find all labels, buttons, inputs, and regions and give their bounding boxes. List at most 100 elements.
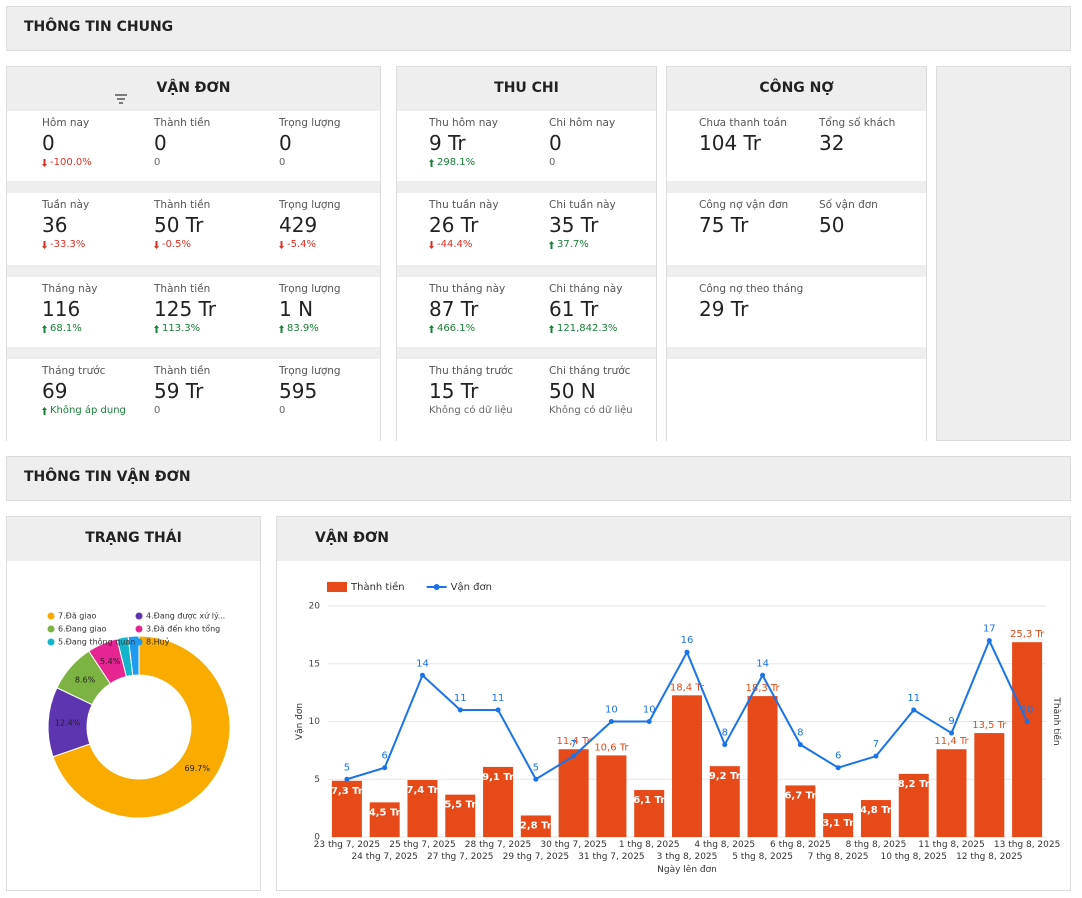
kpi-change-text: 0	[549, 157, 556, 168]
kpi-label: Trọng lượng	[279, 199, 341, 211]
kpi-label: Thành tiền	[154, 283, 211, 295]
x-tick-label: 6 thg 8, 2025	[770, 840, 831, 850]
bar-label: 8,2 Tr	[898, 779, 930, 790]
line-point	[608, 719, 614, 724]
kpi-change: 113.3%	[154, 323, 200, 334]
kpi-card: THU CHI Thu hôm nay 9 Tr 298.1% Chi hôm nay 0…	[396, 66, 657, 441]
bar	[747, 696, 778, 837]
card-title: VẬN ĐƠN	[315, 530, 389, 546]
x-tick-label: 24 thg 7, 2025	[351, 852, 417, 862]
x-tick-label: 8 thg 8, 2025	[846, 840, 907, 850]
kpi-value: 59 Tr	[154, 379, 204, 403]
kpi-value: 104 Tr	[699, 131, 762, 155]
kpi-block	[667, 359, 926, 441]
bar	[898, 773, 929, 837]
kpi-change-text: Không có dữ liệu	[429, 405, 513, 416]
legend-label: 8.Huỷ	[146, 638, 170, 647]
kpi-change: -0.5%	[154, 239, 191, 250]
kpi-value: 9 Tr	[429, 131, 466, 155]
bar	[785, 785, 816, 837]
x-axis-title: Ngày lên đơn	[657, 864, 717, 875]
kpi-card: VẬN ĐƠN Hôm nay 0 -100.0% Thành tiền 0 0 Trọng …	[6, 66, 381, 441]
kpi-value: 0	[549, 131, 562, 155]
kpi-change: 0	[549, 157, 555, 168]
line-point	[986, 638, 992, 644]
line-point	[457, 707, 463, 713]
y2-axis-title: Thành tiền	[1051, 696, 1062, 745]
point-label: 14	[416, 658, 429, 669]
point-label: 8	[722, 728, 728, 739]
line-point	[495, 707, 501, 713]
kpi-label: Thu hôm nay	[429, 117, 499, 129]
line-point	[722, 742, 728, 748]
kpi-block: Thu tuần này 26 Tr -44.4% Chi tuần này 35 Tr…	[397, 193, 656, 265]
kpi-card: CÔNG NỢ Chưa thanh toán 104 Tr Tổng số khác…	[666, 66, 927, 441]
empty-card	[936, 66, 1071, 441]
kpi-change-text: 466.1%	[437, 323, 476, 334]
kpi-block: Tuần này 36 -33.3% Thành tiền 50 Tr -0.5% Trọn…	[7, 193, 380, 265]
point-label: 7	[873, 739, 879, 750]
kpi-change-text: -5.4%	[287, 239, 317, 250]
point-label: 10	[605, 705, 618, 716]
kpi-change: -100.0%	[42, 157, 92, 168]
point-label: 5	[344, 762, 350, 773]
kpi-change-text: -100.0%	[50, 157, 92, 168]
point-label: 10	[643, 705, 656, 716]
bar	[860, 800, 891, 837]
slice-label: 8.6%	[75, 676, 96, 685]
kpi-change-text: -0.5%	[162, 239, 192, 250]
trend-arrow	[154, 324, 159, 333]
y-tick-label: 20	[309, 602, 321, 612]
kpi-change: 0	[154, 405, 160, 416]
line-point	[760, 672, 766, 678]
kpi-value: 69	[42, 379, 68, 403]
point-label: 5	[533, 762, 539, 773]
kpi-block: Hôm nay 0 -100.0% Thành tiền 0 0 Trọng lượng 0 0	[7, 111, 380, 181]
kpi-change-text: 0	[279, 405, 286, 416]
kpi-value: 0	[154, 131, 167, 155]
x-tick-label: 3 thg 8, 2025	[657, 852, 718, 862]
x-tick-label: 5 thg 8, 2025	[732, 852, 793, 862]
bar	[672, 695, 702, 837]
filter-icon[interactable]	[115, 94, 127, 104]
kpi-change-text: Không có dữ liệu	[549, 405, 633, 416]
kpi-value: 87 Tr	[429, 297, 479, 321]
point-label: 11	[454, 693, 467, 704]
legend-marker	[47, 612, 55, 620]
legend-label: 7.Đã giao	[58, 612, 96, 621]
y-tick-label: 10	[309, 717, 321, 727]
kpi-label: Chi hôm nay	[549, 117, 616, 129]
kpi-label: Thành tiền	[154, 199, 211, 211]
legend-label: Vận đơn	[451, 581, 492, 593]
y-tick-label: 0	[314, 833, 320, 843]
kpi-value: 75 Tr	[699, 213, 749, 237]
point-label: 14	[756, 658, 769, 669]
bar-label: 13,5 Tr	[972, 720, 1007, 731]
kpi-label: Hôm nay	[42, 117, 90, 129]
bar	[331, 780, 362, 837]
kpi-change: 298.1%	[429, 157, 475, 168]
kpi-value: 15 Tr	[429, 379, 479, 403]
kpi-change-text: 37.7%	[557, 239, 589, 250]
kpi-change: Không áp dụng	[42, 405, 126, 416]
kpi-value: 50	[819, 213, 845, 237]
kpi-value: 32	[819, 131, 845, 155]
legend-marker	[135, 638, 143, 646]
kpi-change-text: 298.1%	[437, 157, 476, 168]
kpi-block: Chưa thanh toán 104 Tr Tổng số khách 32	[667, 111, 926, 181]
kpi-value: 29 Tr	[699, 297, 749, 321]
kpi-label: Trọng lượng	[279, 365, 341, 377]
kpi-label: Thu tháng trước	[429, 365, 514, 377]
kpi-label: Chi tháng trước	[549, 365, 631, 377]
kpi-label: Số vận đơn	[819, 199, 878, 211]
trend-arrow	[429, 158, 434, 167]
bar-label: 9,2 Tr	[709, 771, 741, 782]
legend-label: 5.Đang thông quan	[58, 637, 135, 647]
kpi-value: 429	[279, 213, 318, 237]
kpi-change-text: -44.4%	[437, 239, 473, 250]
x-tick-label: 27 thg 7, 2025	[427, 852, 493, 862]
bar	[974, 733, 1005, 837]
trend-arrow	[549, 240, 554, 249]
section-header: THÔNG TIN CHUNG	[6, 6, 1071, 51]
